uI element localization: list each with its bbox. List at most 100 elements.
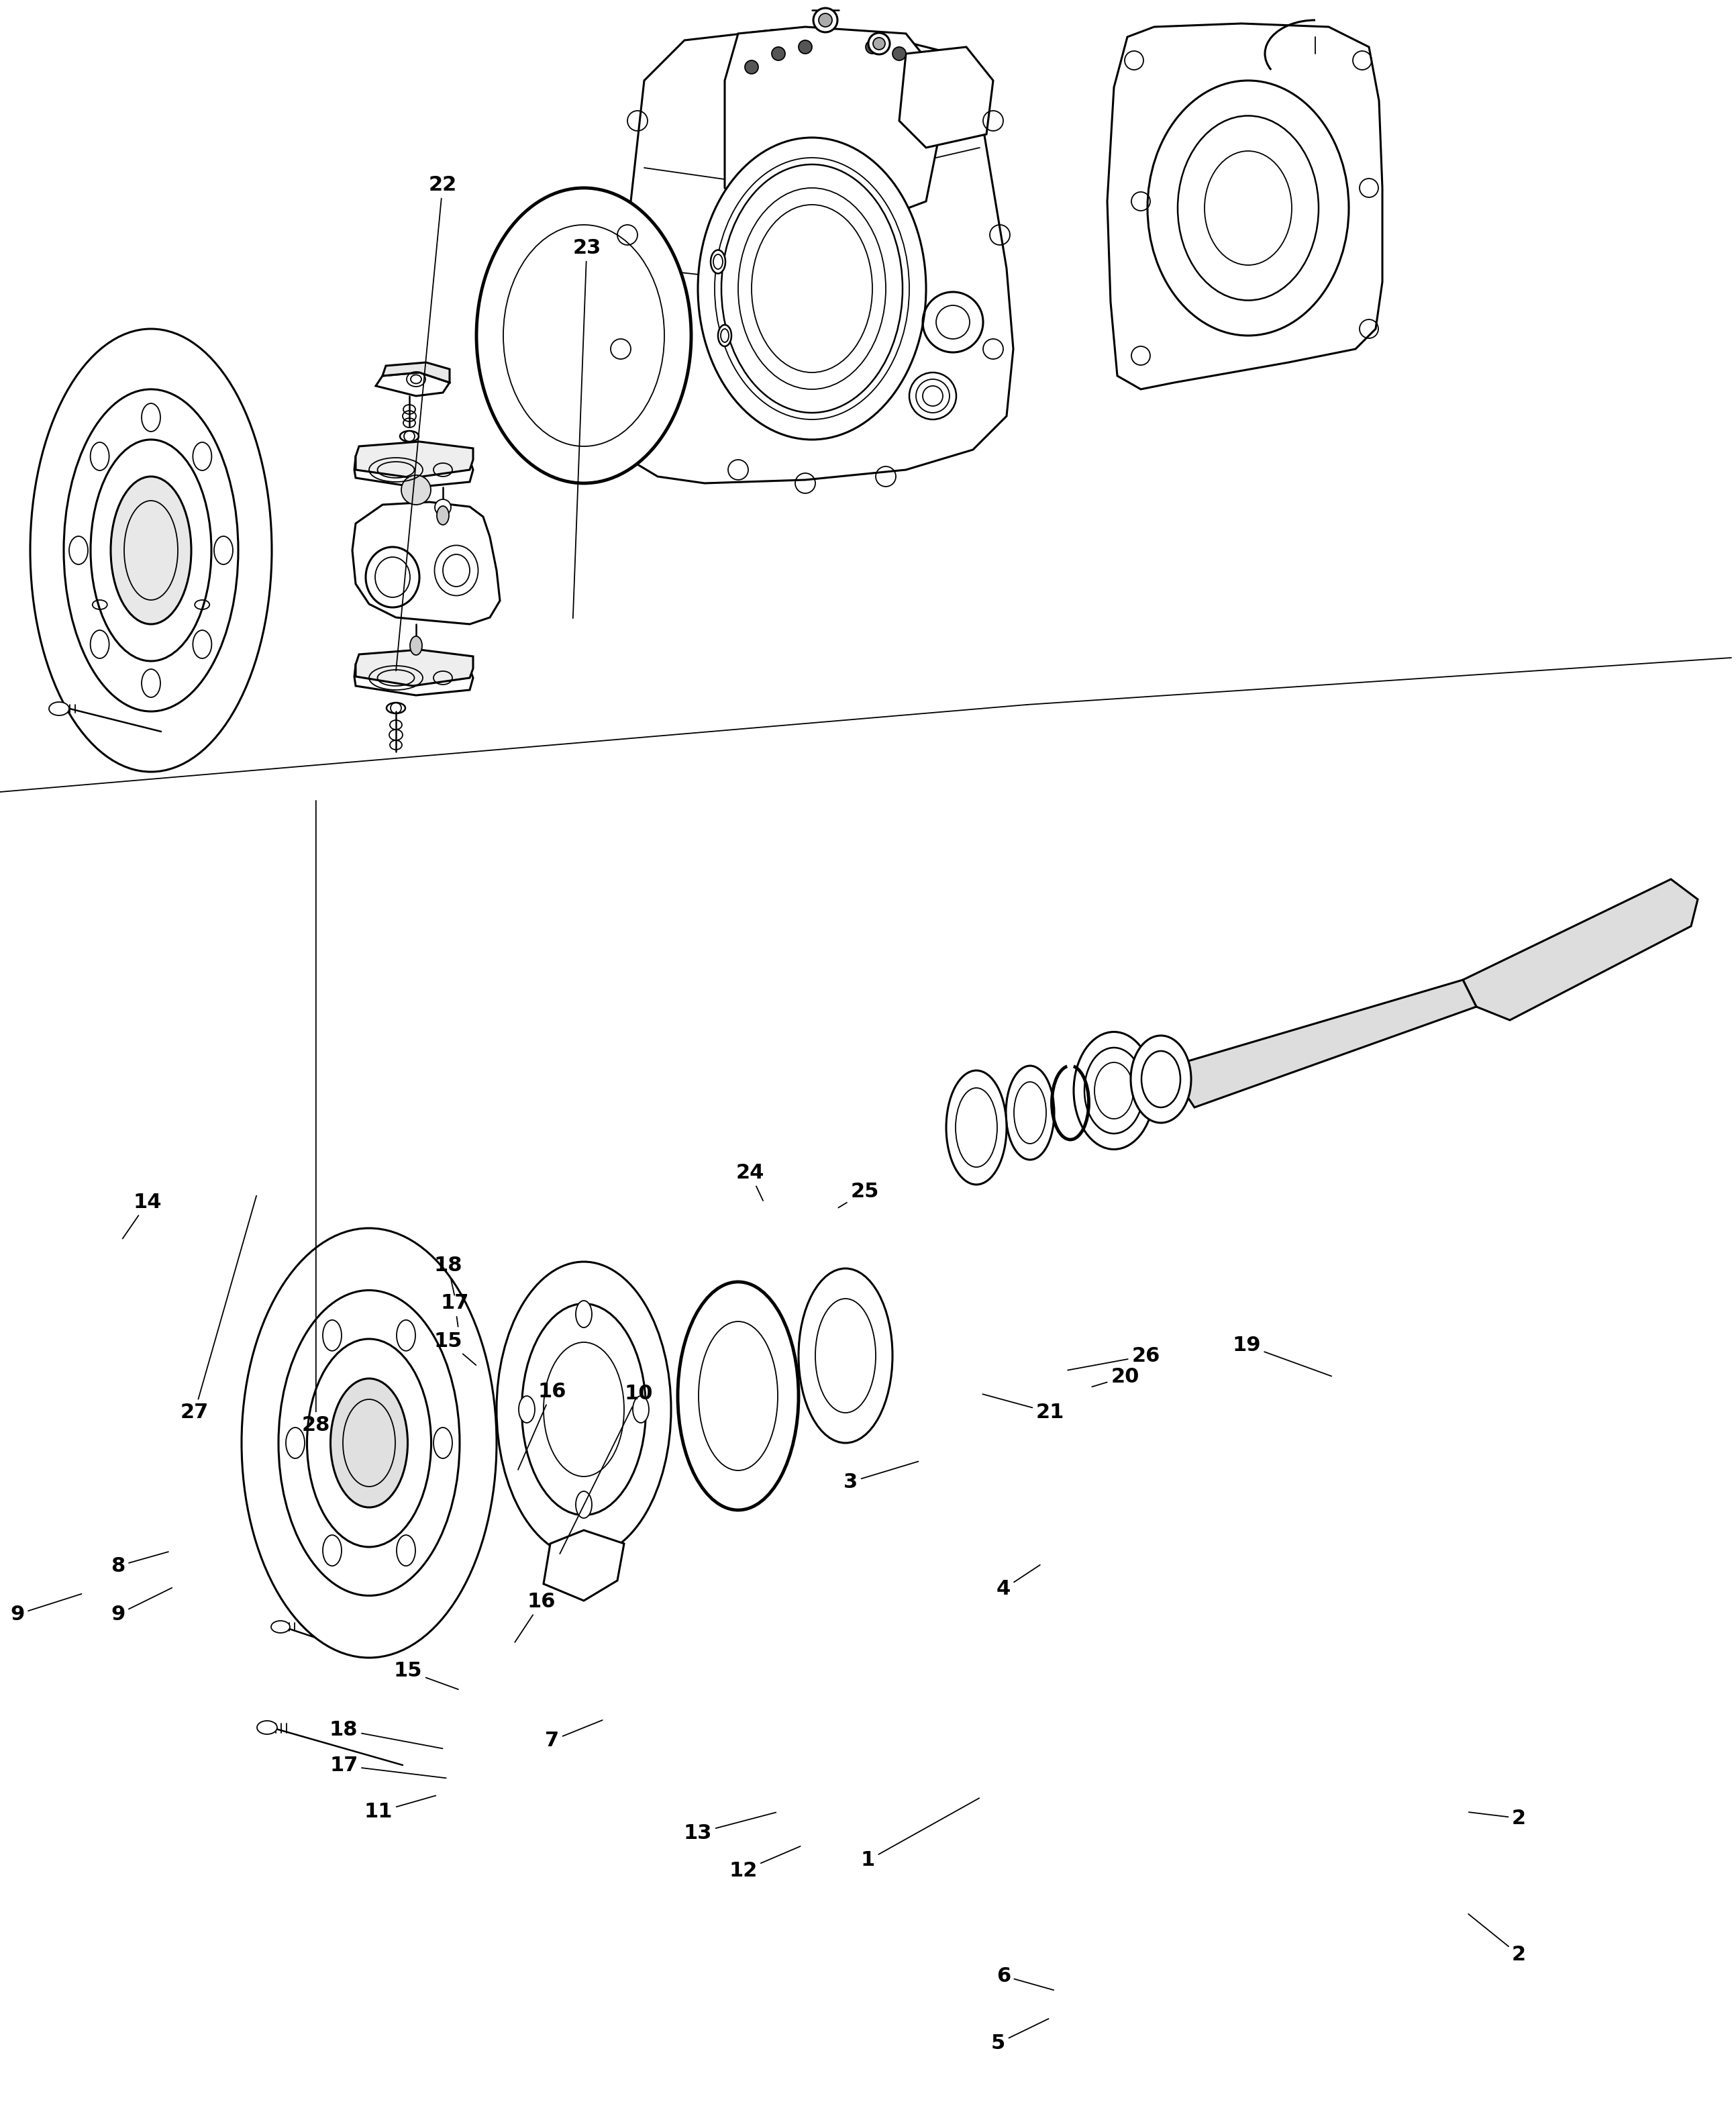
Text: 14: 14	[123, 1192, 161, 1238]
Circle shape	[401, 475, 431, 504]
Polygon shape	[604, 29, 1014, 483]
Ellipse shape	[90, 439, 212, 660]
Circle shape	[812, 8, 837, 32]
Text: 5: 5	[991, 2018, 1049, 2054]
Circle shape	[799, 40, 812, 55]
Text: 6: 6	[996, 1965, 1054, 1991]
Text: 19: 19	[1233, 1335, 1332, 1377]
Text: 21: 21	[983, 1394, 1064, 1423]
Text: 9: 9	[111, 1587, 172, 1625]
Ellipse shape	[30, 328, 273, 771]
Text: 2: 2	[1469, 1915, 1526, 1965]
Ellipse shape	[193, 441, 212, 471]
Ellipse shape	[496, 1261, 672, 1558]
Ellipse shape	[1142, 1051, 1180, 1108]
Text: 17: 17	[330, 1755, 446, 1778]
Ellipse shape	[286, 1427, 304, 1459]
Ellipse shape	[576, 1301, 592, 1328]
Text: 15: 15	[434, 1331, 476, 1364]
Polygon shape	[356, 650, 474, 685]
Polygon shape	[354, 452, 474, 488]
Ellipse shape	[142, 668, 160, 698]
Ellipse shape	[434, 1427, 453, 1459]
Ellipse shape	[503, 225, 665, 446]
Ellipse shape	[396, 1320, 415, 1352]
Ellipse shape	[1005, 1066, 1054, 1160]
Text: 28: 28	[302, 801, 330, 1436]
Polygon shape	[352, 502, 500, 624]
Ellipse shape	[214, 536, 233, 565]
Text: 18: 18	[434, 1255, 462, 1295]
Circle shape	[819, 13, 832, 27]
Polygon shape	[724, 27, 939, 229]
Ellipse shape	[64, 389, 238, 710]
Text: 16: 16	[516, 1591, 556, 1642]
Ellipse shape	[323, 1320, 342, 1352]
Text: 24: 24	[736, 1162, 764, 1200]
Text: 7: 7	[545, 1719, 602, 1751]
Text: 2: 2	[1469, 1808, 1526, 1829]
Text: 11: 11	[365, 1795, 436, 1822]
Ellipse shape	[193, 631, 212, 658]
Ellipse shape	[698, 137, 925, 439]
Text: 16: 16	[517, 1381, 566, 1469]
Ellipse shape	[366, 547, 420, 607]
Circle shape	[434, 500, 451, 515]
Ellipse shape	[519, 1396, 535, 1423]
Text: 8: 8	[111, 1551, 168, 1576]
Text: 26: 26	[1068, 1345, 1160, 1371]
Ellipse shape	[1147, 80, 1349, 336]
Ellipse shape	[90, 631, 109, 658]
Ellipse shape	[307, 1339, 431, 1547]
Text: 17: 17	[441, 1293, 469, 1326]
Circle shape	[773, 46, 785, 61]
Ellipse shape	[752, 204, 873, 372]
Ellipse shape	[677, 1282, 799, 1509]
Ellipse shape	[410, 637, 422, 656]
Ellipse shape	[90, 441, 109, 471]
Circle shape	[745, 61, 759, 74]
Circle shape	[868, 34, 891, 55]
Text: 10: 10	[559, 1383, 653, 1553]
Circle shape	[892, 46, 906, 61]
Ellipse shape	[278, 1291, 460, 1595]
Polygon shape	[543, 1530, 623, 1600]
Polygon shape	[1108, 23, 1382, 389]
Ellipse shape	[396, 1534, 415, 1566]
Text: 12: 12	[729, 1846, 800, 1881]
Ellipse shape	[69, 536, 89, 565]
Ellipse shape	[946, 1070, 1007, 1186]
Ellipse shape	[719, 326, 731, 347]
Text: 18: 18	[330, 1719, 443, 1749]
Text: 27: 27	[181, 1196, 257, 1423]
Ellipse shape	[241, 1228, 496, 1658]
Circle shape	[866, 40, 878, 55]
Text: 4: 4	[996, 1564, 1040, 1600]
Ellipse shape	[111, 477, 191, 624]
Ellipse shape	[1073, 1032, 1154, 1150]
Text: 15: 15	[394, 1661, 458, 1690]
Ellipse shape	[49, 702, 69, 715]
Ellipse shape	[330, 1379, 408, 1507]
Text: 1: 1	[861, 1797, 979, 1871]
Text: 23: 23	[573, 238, 601, 618]
Polygon shape	[899, 46, 993, 147]
Text: 22: 22	[396, 174, 457, 671]
Ellipse shape	[523, 1303, 646, 1516]
Text: 3: 3	[844, 1461, 918, 1492]
Ellipse shape	[576, 1490, 592, 1518]
Text: 13: 13	[684, 1812, 776, 1843]
Ellipse shape	[437, 507, 450, 526]
Circle shape	[873, 38, 885, 50]
Ellipse shape	[722, 164, 903, 412]
Ellipse shape	[271, 1621, 290, 1633]
Ellipse shape	[698, 1322, 778, 1471]
Text: 9: 9	[10, 1593, 82, 1625]
Ellipse shape	[142, 404, 160, 431]
Ellipse shape	[323, 1534, 342, 1566]
Polygon shape	[356, 441, 474, 477]
Ellipse shape	[1177, 116, 1319, 301]
Polygon shape	[354, 660, 474, 696]
Polygon shape	[1168, 980, 1476, 1108]
Ellipse shape	[1130, 1036, 1191, 1122]
